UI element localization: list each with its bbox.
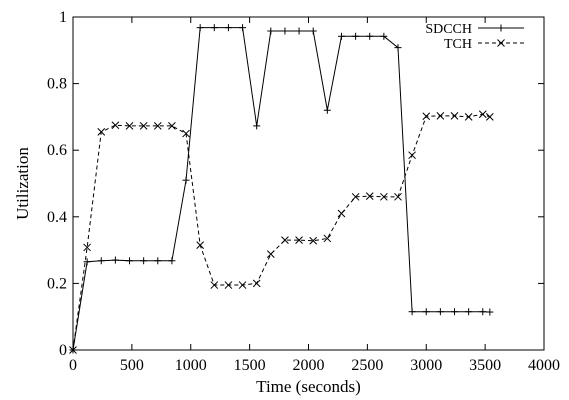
data-point-tch: [408, 151, 416, 160]
legend-label-tch: TCH: [444, 37, 472, 52]
data-point-tch: [83, 243, 91, 252]
x-tick-label: 0: [69, 357, 77, 374]
data-point-tch: [478, 110, 487, 119]
data-point-tch: [337, 209, 346, 218]
series-line-tch: [72, 113, 491, 351]
data-point-tch: [394, 192, 402, 201]
y-axis-label: Utilization: [13, 147, 32, 220]
data-point-tch: [380, 192, 388, 201]
y-tick-label: 1: [59, 9, 67, 26]
x-tick-label: 1500: [234, 357, 266, 374]
data-point-tch: [182, 129, 190, 138]
data-point-tch: [281, 236, 289, 244]
x-tick-label: 500: [120, 357, 144, 374]
data-point-tch: [224, 281, 233, 289]
y-tick-label: 0.2: [47, 275, 67, 292]
series-sdcch: [69, 24, 494, 354]
data-point-tch: [351, 192, 360, 201]
axis-tick-labels: 0 500 1000 1500 2000 2500 3000 3500 4000 0 0.2 0.4 0…: [47, 9, 560, 374]
data-point-tch: [295, 236, 303, 244]
data-point-tch: [139, 122, 148, 130]
y-tick-label: 0.4: [47, 209, 67, 226]
data-point-tch: [309, 236, 318, 245]
x-tick-label: 3000: [410, 357, 442, 374]
data-point-tch: [125, 122, 134, 130]
data-point-tch: [266, 250, 275, 258]
data-point-tch: [252, 279, 261, 288]
data-point-tch: [168, 122, 176, 130]
y-tick-label: 0: [59, 342, 67, 359]
data-point-tch: [69, 346, 77, 354]
data-point-tch: [450, 112, 459, 120]
x-tick-label: 1000: [175, 357, 207, 374]
plot-area-frame: [72, 16, 545, 351]
x-tick-label: 3500: [469, 357, 501, 374]
series-tch: [69, 110, 494, 354]
data-point-tch: [464, 113, 473, 121]
data-point-tch: [323, 234, 332, 243]
series-group: [69, 24, 494, 354]
data-point-tch: [153, 122, 162, 130]
data-point-tch: [436, 112, 445, 120]
y-tick-label: 0.6: [47, 142, 67, 159]
data-point-tch: [97, 128, 106, 136]
x-tick-label: 4000: [528, 357, 560, 374]
data-point-tch: [365, 192, 374, 201]
data-point-tch: [422, 112, 431, 121]
legend-label-sdcch: SDCCH: [425, 22, 472, 37]
data-point-tch: [111, 121, 120, 130]
data-point-tch: [196, 241, 205, 249]
data-point-tch: [210, 281, 219, 289]
data-point-tch: [485, 113, 494, 121]
x-tick-label: 2500: [351, 357, 383, 374]
data-point-tch: [238, 281, 247, 289]
axis-ticks: [72, 16, 545, 351]
legend-marker-tch: [497, 39, 505, 47]
series-line-sdcch: [72, 27, 490, 351]
x-axis-label: Time (seconds): [256, 377, 361, 396]
y-tick-label: 0.8: [47, 76, 67, 93]
x-tick-label: 2000: [293, 357, 325, 374]
